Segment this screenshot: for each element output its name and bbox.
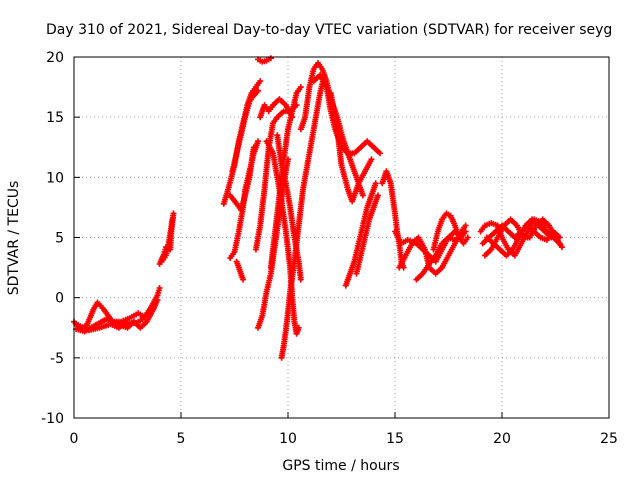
- series-rise-before-5b: [158, 216, 176, 265]
- y-axis-label: SDTVAR / TECUs: [6, 181, 22, 296]
- data-point: [462, 228, 469, 235]
- series-late-c: [481, 216, 565, 259]
- series-late-d: [484, 216, 555, 259]
- x-tick-label: 5: [177, 431, 186, 447]
- data-point: [156, 285, 163, 291]
- data-point: [154, 297, 161, 304]
- series-v-cross: [267, 84, 304, 271]
- data-point: [372, 180, 379, 187]
- series-morning-arc-2: [229, 87, 261, 175]
- data-point: [295, 324, 302, 331]
- series-after-15-c: [430, 210, 471, 253]
- data-point: [297, 84, 304, 91]
- data-point: [548, 234, 555, 241]
- y-tick-label: 10: [46, 170, 64, 186]
- data-point: [368, 156, 375, 163]
- data-point: [462, 222, 469, 229]
- series-after-15-d: [413, 234, 458, 283]
- data-point: [297, 276, 304, 283]
- series-spike-9: [252, 102, 300, 253]
- data-point: [359, 192, 366, 199]
- data-point: [374, 192, 381, 199]
- series-low-13b: [353, 192, 381, 277]
- data-point: [257, 78, 264, 85]
- data-point: [169, 216, 176, 223]
- series-peak-11: [297, 60, 366, 199]
- series-layer: [71, 55, 565, 361]
- tick-layer: 0 5 10 15 20 25 -10 -5 0 5 10 15 20: [41, 50, 618, 447]
- x-tick-label: 15: [386, 431, 404, 447]
- series-low-13: [342, 180, 379, 289]
- data-point: [464, 234, 471, 241]
- data-point: [377, 150, 383, 157]
- series-spike-14: [379, 168, 407, 271]
- series-v-cross-2: [274, 132, 304, 283]
- series-morning-drop-2: [233, 258, 247, 283]
- y-tick-label: 5: [55, 231, 64, 247]
- data-point: [145, 309, 152, 316]
- y-tick-label: -5: [50, 351, 64, 367]
- data-point: [267, 55, 274, 62]
- x-tick-label: 25: [600, 431, 618, 447]
- x-tick-label: 0: [70, 431, 79, 447]
- x-tick-label: 10: [279, 431, 297, 447]
- x-axis-label: GPS time / hours: [282, 458, 399, 474]
- x-tick-label: 20: [493, 431, 511, 447]
- series-top-19: [255, 55, 274, 65]
- y-tick-label: -10: [41, 411, 64, 427]
- data-point: [255, 138, 261, 145]
- series-low-early-3: [75, 309, 152, 334]
- data-point: [240, 276, 247, 283]
- data-point: [451, 236, 458, 243]
- data-point: [255, 87, 261, 94]
- series-drop-13: [327, 90, 375, 205]
- data-point: [558, 244, 565, 251]
- data-point: [170, 210, 177, 217]
- series-morning-drop-1: [227, 138, 261, 261]
- y-tick-label: 20: [46, 50, 64, 66]
- chart-title: Day 310 of 2021, Sidereal Day-to-day VTE…: [46, 22, 612, 38]
- y-tick-label: 0: [55, 291, 64, 307]
- y-tick-label: 15: [46, 110, 64, 126]
- series-dip-neg5: [278, 72, 328, 361]
